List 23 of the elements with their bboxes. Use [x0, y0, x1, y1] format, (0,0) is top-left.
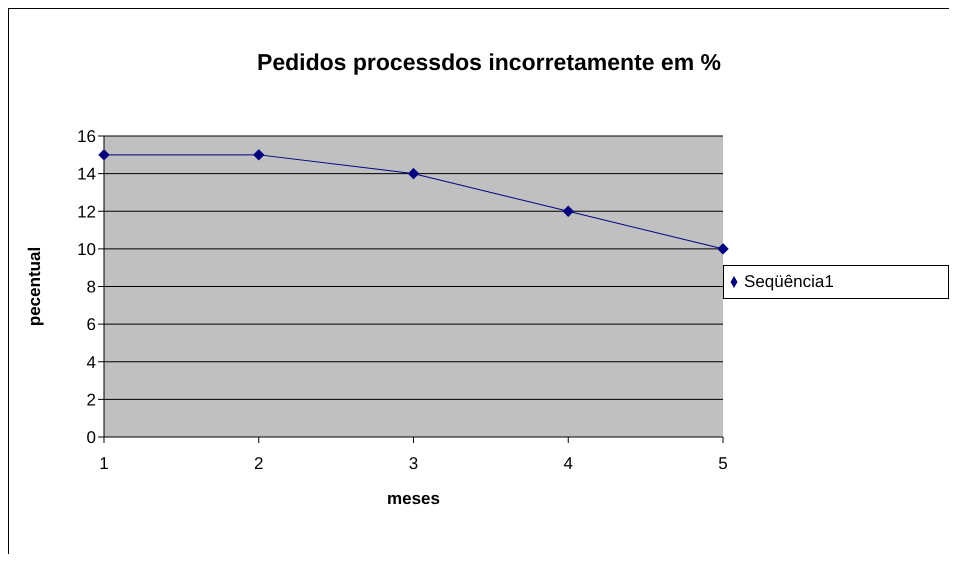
- y-tick-label: 8: [86, 278, 96, 297]
- x-tick-label: 2: [254, 454, 264, 474]
- x-tick-label: 3: [408, 454, 418, 474]
- chart-title: Pedidos processdos incorretamente em %: [256, 49, 722, 76]
- y-tick-label: 0: [86, 428, 96, 448]
- x-tick-label: 4: [564, 454, 573, 474]
- legend-label: Seqüência1: [744, 272, 834, 290]
- y-tick-label: 16: [77, 127, 96, 146]
- y-tick-label: 2: [86, 390, 96, 410]
- y-tick-label: 10: [77, 240, 96, 259]
- y-tick-label: 12: [77, 202, 96, 222]
- x-axis-title: meses: [387, 489, 440, 508]
- y-axis-title: pecentual: [25, 246, 44, 326]
- point: [718, 243, 728, 254]
- point: [408, 168, 419, 180]
- y-tick-label: 14: [77, 164, 96, 184]
- x-tick-label: 5: [718, 454, 728, 474]
- point: [253, 149, 264, 160]
- point: [98, 149, 110, 160]
- y-tick-label: 4: [86, 352, 96, 372]
- point: [562, 206, 574, 217]
- y-tick-label: 6: [86, 315, 96, 334]
- x-tick-label: 1: [99, 454, 109, 474]
